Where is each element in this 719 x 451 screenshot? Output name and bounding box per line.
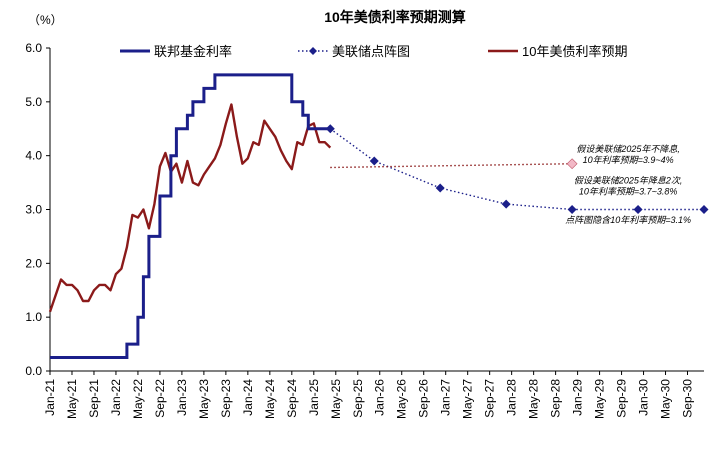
x-tick-label: Jan-25 — [307, 379, 321, 416]
legend-dot-plot-label: 美联储点阵图 — [332, 44, 410, 59]
x-tick-label: May-27 — [461, 379, 475, 419]
x-tick-label: Sep-21 — [87, 379, 101, 418]
legend-dot-plot-swatch-marker — [309, 47, 317, 55]
x-tick-label: Jan-29 — [571, 379, 585, 416]
legend-treasury-label: 10年美债利率预期 — [522, 44, 627, 59]
x-tick-label: May-24 — [263, 379, 277, 419]
y-tick-label: 1.0 — [25, 310, 42, 324]
series-dot-plot-line — [329, 128, 704, 211]
x-tick-label: Jan-24 — [241, 379, 255, 416]
annotation-text: 10年利率预期=3.7~3.8% — [579, 187, 678, 197]
x-tick-label: Jan-27 — [439, 379, 453, 416]
y-tick-label: 4.0 — [25, 149, 42, 163]
x-tick-label: Sep-24 — [285, 379, 299, 418]
x-tick-label: Jan-23 — [175, 379, 189, 416]
dot-plot-point — [369, 156, 379, 166]
annotation-layer: 假设美联储2025年不降息,10年利率预期=3.9~4% 假设美联储2025年降息… — [565, 144, 691, 225]
x-tick-label: May-30 — [659, 379, 673, 419]
dot-plot-point — [501, 199, 511, 209]
series-fed-funds-line — [50, 73, 331, 359]
dot-plot-point — [567, 205, 577, 214]
x-tick-label: Sep-26 — [417, 379, 431, 418]
x-tick-label: Sep-25 — [351, 379, 365, 418]
x-tick-label: Sep-28 — [549, 379, 563, 418]
y-tick-label: 5.0 — [25, 95, 42, 109]
y-axis-unit: （%） — [28, 13, 63, 27]
x-tick-label: May-21 — [65, 379, 79, 419]
dot-plot-point — [325, 124, 335, 134]
x-tick-label: Jan-21 — [43, 379, 57, 416]
x-tick-label: May-22 — [131, 379, 145, 419]
x-tick-label: Sep-23 — [219, 379, 233, 418]
x-tick-label: May-23 — [197, 379, 211, 419]
x-tick-label: Jan-22 — [109, 379, 123, 416]
series-treasury-line — [48, 103, 332, 313]
x-tick-label: Jan-26 — [373, 379, 387, 416]
x-tick-label: Sep-22 — [153, 379, 167, 418]
x-tick-label: May-25 — [329, 379, 343, 419]
x-tick-label: Sep-29 — [615, 379, 629, 418]
x-tick-label: Jan-28 — [505, 379, 519, 416]
annotation-text: 点阵图隐含10年利率预期=3.1% — [565, 215, 691, 225]
y-tick-label: 6.0 — [25, 41, 42, 55]
x-tick-label: Sep-27 — [483, 379, 497, 418]
x-tick-label: May-29 — [593, 379, 607, 419]
legend-fed-funds-label: 联邦基金利率 — [154, 44, 232, 59]
annotation-text: 假设美联储2025年降息2次, — [574, 176, 683, 186]
y-axis: 0.0 1.0 2.0 3.0 4.0 5.0 6.0 — [25, 41, 51, 378]
x-axis: Jan-21 May-21 Sep-21 Jan-22 May-22 Sep-22 Jan-… — [43, 370, 704, 419]
dot-plot-point — [435, 183, 445, 193]
y-tick-label: 3.0 — [25, 203, 42, 217]
legend: 联邦基金利率 美联储点阵图 10年美债利率预期 — [120, 44, 627, 59]
annotation-text: 10年利率预期=3.9~4% — [583, 155, 674, 165]
x-tick-label: Sep-30 — [681, 379, 695, 418]
dot-plot-point — [633, 205, 643, 214]
dot-plot-point — [699, 205, 709, 214]
marker-layer — [566, 158, 578, 170]
x-tick-label: May-28 — [527, 379, 541, 419]
chart-title: 10年美债利率预期测算 — [324, 9, 466, 25]
x-tick-label: Jan-30 — [637, 379, 651, 416]
reference-line-no-cut — [330, 163, 573, 169]
y-tick-label: 0.0 — [25, 364, 42, 378]
series-layer — [48, 73, 709, 359]
x-tick-label: May-26 — [395, 379, 409, 419]
scenario-marker — [566, 158, 578, 170]
y-tick-label: 2.0 — [25, 256, 42, 270]
annotation-text: 假设美联储2025年不降息, — [576, 144, 680, 154]
